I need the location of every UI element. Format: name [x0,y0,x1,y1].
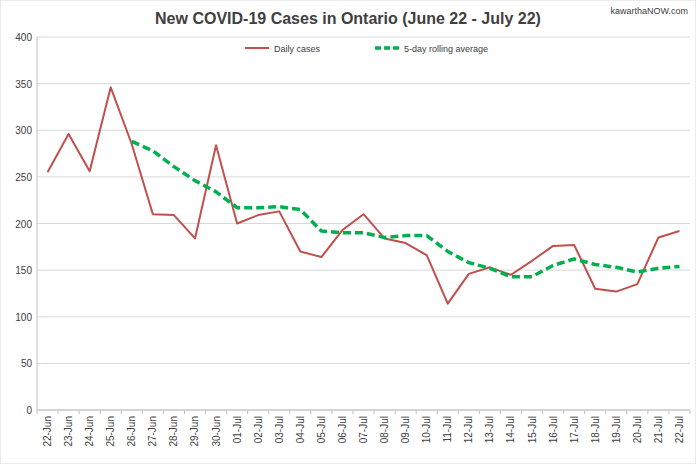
x-tick-label: 20-Jul [632,416,643,443]
y-tick-label: 150 [15,265,32,276]
x-tick-label: 19-Jul [611,416,622,443]
x-tick [605,410,606,414]
x-tick [121,410,122,414]
x-tick [437,410,438,414]
x-tick-label: 16-Jul [548,416,559,443]
y-tick-label: 300 [15,125,32,136]
x-tick [500,410,501,414]
legend-swatch [375,46,399,50]
series-line [132,141,680,276]
grid-line [37,223,690,224]
x-tick [690,410,691,414]
x-tick-label: 27-Jun [147,416,158,447]
grid-line [37,37,690,38]
series-line [48,87,680,303]
title: New COVID-19 Cases in Ontario (June 22 -… [155,10,541,27]
x-tick-label: 23-Jun [63,416,74,447]
x-tick-label: 11-Jul [442,416,453,443]
legend-label: 5-day rolling average [404,44,488,54]
x-tick-label: 15-Jul [527,416,538,443]
x-tick [37,410,38,414]
x-tick-label: 21-Jul [653,416,664,443]
x-tick-label: 09-Jul [400,416,411,443]
x-tick [100,410,101,414]
x-tick-label: 17-Jul [569,416,580,443]
x-tick-label: 12-Jul [463,416,474,443]
x-tick [184,410,185,414]
grid-line [37,130,690,131]
x-tick-label: 04-Jul [295,416,306,443]
y-axis [37,37,38,410]
x-tick [374,410,375,414]
grid-line [37,176,690,177]
x-tick [58,410,59,414]
grid-line [37,410,690,411]
x-tick [205,410,206,414]
x-tick-label: 28-Jun [168,416,179,447]
x-tick-label: 22-Jul [674,416,685,443]
x-tick-label: 03-Jul [274,416,285,443]
annotation: kawarthaNOW.com [610,6,688,16]
x-tick [289,410,290,414]
x-tick-label: 25-Jun [105,416,116,447]
background [0,0,696,464]
x-tick-label: 08-Jul [379,416,390,443]
x-tick-label: 22-Jun [42,416,53,447]
x-tick-label: 06-Jul [337,416,348,443]
grid-line [37,270,690,271]
x-tick [226,410,227,414]
y-tick-label: 100 [15,312,32,323]
legend-label: Daily cases [274,44,321,54]
x-tick [331,410,332,414]
x-tick-label: 02-Jul [253,416,264,443]
grid-line [37,363,690,364]
x-tick [584,410,585,414]
grid-line [37,83,690,84]
x-tick [268,410,269,414]
x-tick [563,410,564,414]
x-axis [37,410,690,411]
x-tick-label: 05-Jul [316,416,327,443]
chart: 0 50 100 150 200 250 300 350 400 22-Jun 23-Jun 24-J… [0,0,696,464]
x-tick-label: 24-Jun [84,416,95,447]
x-tick-label: 01-Jul [232,416,243,443]
y-tick-label: 50 [21,358,33,369]
x-tick-label: 14-Jul [505,416,516,443]
x-tick [416,410,417,414]
legend-swatch [245,47,269,49]
x-tick [163,410,164,414]
x-tick-label: 10-Jul [421,416,432,443]
x-tick [79,410,80,414]
x-tick [247,410,248,414]
x-tick-label: 18-Jul [590,416,601,443]
x-tick [458,410,459,414]
x-tick [479,410,480,414]
x-tick [647,410,648,414]
y-tick-label: 0 [26,405,32,416]
y-tick-label: 400 [15,32,32,43]
x-tick [395,410,396,414]
x-tick [142,410,143,414]
y-tick-label: 350 [15,79,32,90]
x-tick [352,410,353,414]
y-tick-label: 200 [15,219,32,230]
x-tick-label: 29-Jun [189,416,200,447]
x-tick-label: 07-Jul [358,416,369,443]
x-tick [521,410,522,414]
plot-area [48,87,680,303]
x-tick [310,410,311,414]
x-tick [668,410,669,414]
x-tick [542,410,543,414]
x-tick-label: 26-Jun [126,416,137,447]
x-tick-label: 13-Jul [484,416,495,443]
grid-line [37,316,690,317]
x-tick [626,410,627,414]
x-tick-label: 30-Jun [211,416,222,447]
y-tick-label: 250 [15,172,32,183]
